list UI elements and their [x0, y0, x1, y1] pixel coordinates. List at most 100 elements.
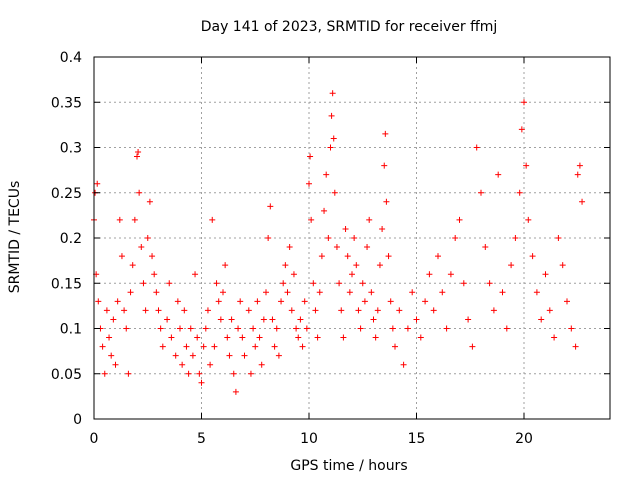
- data-point: [149, 253, 156, 260]
- data-point: [495, 171, 502, 178]
- data-point: [314, 334, 321, 341]
- data-point: [202, 325, 209, 332]
- data-point: [301, 298, 308, 305]
- data-point: [318, 253, 325, 260]
- data-point: [103, 307, 110, 314]
- data-point: [490, 307, 497, 314]
- data-point: [213, 280, 220, 287]
- data-point: [166, 280, 173, 287]
- data-point: [306, 180, 312, 187]
- data-point: [551, 334, 558, 341]
- data-point: [330, 135, 337, 142]
- data-point: [189, 352, 196, 359]
- data-point: [258, 361, 265, 368]
- y-tick-label: 0: [73, 412, 82, 428]
- data-point: [368, 289, 375, 296]
- data-point: [267, 203, 274, 210]
- data-point: [529, 253, 536, 260]
- data-point: [116, 216, 123, 223]
- y-tick-label: 0.2: [60, 231, 82, 247]
- data-point: [389, 325, 396, 332]
- data-point: [486, 280, 493, 287]
- data-point: [364, 244, 371, 251]
- data-point: [254, 298, 261, 305]
- data-point: [177, 325, 183, 332]
- data-point: [523, 162, 530, 169]
- data-point: [452, 235, 459, 241]
- data-point: [321, 207, 328, 214]
- data-point: [239, 334, 246, 341]
- data-point: [207, 361, 214, 368]
- data-point: [121, 307, 128, 314]
- data-point: [228, 316, 235, 323]
- data-point: [118, 253, 125, 260]
- data-point: [245, 307, 252, 314]
- data-points: [91, 90, 586, 395]
- data-point: [280, 280, 287, 287]
- data-point: [263, 289, 269, 296]
- data-point: [114, 298, 121, 305]
- data-point: [312, 307, 319, 314]
- data-point: [198, 379, 205, 386]
- x-tick-label: 20: [515, 431, 533, 447]
- data-point: [512, 235, 519, 241]
- data-point: [473, 144, 480, 151]
- data-point: [392, 343, 398, 350]
- data-point: [108, 352, 115, 359]
- data-point: [135, 149, 142, 156]
- data-point: [422, 298, 429, 305]
- data-point: [94, 180, 101, 187]
- data-point: [372, 334, 379, 341]
- y-axis-label: SRMTID / TECUs: [7, 181, 23, 294]
- data-point: [209, 216, 216, 223]
- data-point: [153, 289, 160, 296]
- data-point: [564, 298, 570, 305]
- data-point: [559, 262, 566, 269]
- x-axis-ticks: 0 5 10 15 20: [90, 57, 533, 447]
- data-point: [370, 316, 377, 323]
- data-point: [290, 271, 297, 278]
- data-point: [217, 316, 224, 323]
- data-point: [168, 334, 175, 341]
- data-point: [286, 244, 293, 251]
- data-point: [142, 307, 149, 314]
- x-tick-label: 15: [408, 431, 426, 447]
- data-point: [323, 171, 330, 178]
- data-point: [482, 244, 489, 251]
- data-point: [576, 162, 583, 169]
- data-point: [460, 280, 467, 287]
- data-point: [579, 198, 586, 205]
- data-point: [226, 352, 233, 359]
- data-point: [140, 280, 147, 287]
- data-point: [538, 316, 545, 323]
- data-point: [275, 352, 282, 359]
- data-point: [288, 307, 295, 314]
- data-point: [503, 325, 510, 332]
- data-point: [95, 298, 102, 305]
- data-point: [344, 253, 351, 260]
- data-point: [409, 289, 416, 296]
- data-point: [106, 334, 113, 341]
- data-point: [278, 298, 285, 305]
- data-point: [127, 289, 134, 296]
- data-point: [346, 289, 353, 296]
- data-point: [359, 280, 366, 287]
- data-point: [379, 225, 386, 232]
- data-point: [310, 280, 317, 287]
- chart-title: Day 141 of 2023, SRMTID for receiver ffm…: [201, 19, 498, 35]
- data-point: [110, 316, 117, 323]
- data-point: [327, 144, 334, 151]
- data-point: [164, 316, 171, 323]
- data-point: [196, 370, 203, 377]
- data-point: [136, 189, 143, 196]
- data-point: [333, 244, 340, 251]
- data-point: [297, 316, 304, 323]
- data-point: [131, 216, 138, 223]
- data-point: [125, 370, 132, 377]
- data-point: [271, 343, 278, 350]
- data-point: [200, 343, 207, 350]
- data-point: [187, 325, 194, 332]
- data-point: [478, 189, 484, 196]
- data-point: [179, 361, 186, 368]
- data-point: [204, 307, 211, 314]
